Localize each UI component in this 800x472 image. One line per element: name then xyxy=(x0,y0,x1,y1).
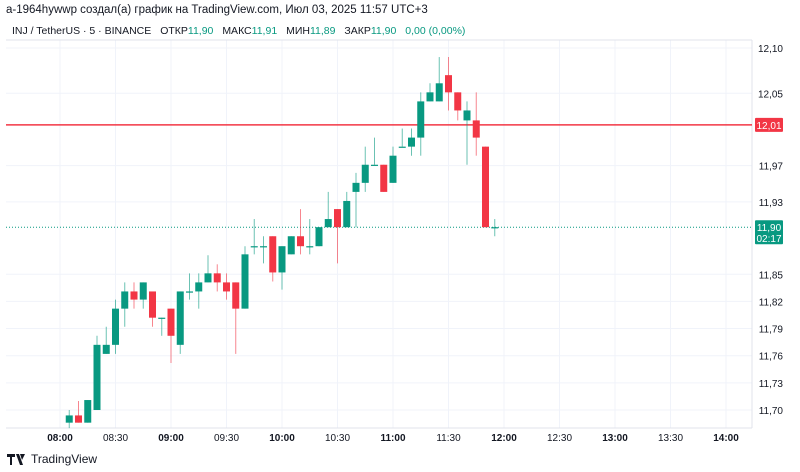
bar-countdown-label: 02:17 xyxy=(756,234,781,245)
candle-body xyxy=(93,344,101,410)
candle-body xyxy=(278,246,286,273)
price-tick-label: 11,70 xyxy=(759,406,784,417)
time-tick-label: 12:30 xyxy=(547,433,572,444)
candle-body xyxy=(297,236,304,247)
tradingview-logo: TradingView xyxy=(7,452,97,466)
high-value: 11,91 xyxy=(251,25,278,37)
price-tick-label: 12,05 xyxy=(758,89,783,100)
price-tick-label: 12,10 xyxy=(758,44,783,55)
candle-body xyxy=(287,236,295,255)
candle-body xyxy=(213,273,221,283)
time-tick-label: 13:30 xyxy=(658,433,683,444)
candle-body xyxy=(130,291,138,300)
candle-body xyxy=(139,282,147,300)
candle-body xyxy=(121,291,129,309)
candle-body xyxy=(389,155,397,183)
low-label: МИН xyxy=(286,25,310,37)
time-tick-label: 08:00 xyxy=(47,433,73,444)
candle-body xyxy=(426,92,434,102)
candle-body xyxy=(176,291,184,345)
candle-body xyxy=(260,246,267,248)
candle-body xyxy=(223,282,230,292)
last-price-badge xyxy=(755,220,783,245)
close-label: ЗАКР xyxy=(344,25,371,37)
price-tick-label: 11,73 xyxy=(759,379,784,390)
last-price-label: 11,90 xyxy=(757,223,782,234)
candle-body xyxy=(352,182,360,192)
horizontal-line-price-label: 12,01 xyxy=(756,121,781,132)
close-value: 11,90 xyxy=(370,25,397,37)
candle-body xyxy=(186,291,193,293)
candle-body xyxy=(306,246,314,248)
candle-body xyxy=(195,282,203,292)
candle-body xyxy=(463,110,471,121)
candle-body xyxy=(371,164,378,166)
brand-name: TradingView xyxy=(31,452,98,466)
candle-body xyxy=(241,254,249,309)
candle-body xyxy=(491,227,499,229)
price-tick-label: 11,97 xyxy=(759,162,784,173)
candle-body xyxy=(315,227,323,247)
change-value: 0,00 (0,00%) xyxy=(405,25,466,37)
candle-body xyxy=(269,236,277,273)
candle-body xyxy=(65,415,73,423)
candle-body xyxy=(204,273,212,283)
candle-body xyxy=(435,83,443,102)
candle-body xyxy=(250,246,258,248)
candlestick-chart[interactable]: 12,10 12,05 11,97 11,93 11,85 11,82 11,79 11,76… xyxy=(0,0,800,452)
candle-body xyxy=(398,146,406,148)
candle-body xyxy=(482,146,489,228)
candle-body xyxy=(417,101,425,138)
horizontal-line-price-badge xyxy=(755,117,783,132)
candle-body xyxy=(334,209,341,228)
candle-body xyxy=(445,75,452,93)
candle-body xyxy=(112,308,119,345)
symbol-legend: INJ / TetherUS · 5 · BINANCE ОТКР11,90 М… xyxy=(12,25,465,37)
open-value: 11,90 xyxy=(187,25,214,37)
candle-body xyxy=(454,92,462,111)
price-tick-label: 11,93 xyxy=(759,198,784,209)
high-label: МАКС xyxy=(222,25,252,37)
price-tick-label: 11,79 xyxy=(759,325,784,336)
time-tick-label: 13:00 xyxy=(602,433,628,444)
candle-body xyxy=(324,219,332,228)
price-tick-label: 11,76 xyxy=(759,352,784,363)
candle-body xyxy=(232,282,240,309)
time-tick-label: 11:00 xyxy=(380,433,405,444)
candle-body xyxy=(158,317,166,319)
candle-body xyxy=(343,200,351,228)
open-label: ОТКР xyxy=(160,25,188,37)
time-tick-label: 10:30 xyxy=(325,433,350,444)
time-tick-label: 14:00 xyxy=(713,433,739,444)
tradingview-logo-icon xyxy=(7,453,25,465)
time-tick-label: 08:30 xyxy=(103,433,128,444)
time-tick-label: 09:30 xyxy=(214,433,239,444)
candle-body xyxy=(149,291,156,318)
candle-body xyxy=(84,400,92,423)
low-value: 11,89 xyxy=(309,25,336,37)
candle-body xyxy=(472,120,480,138)
candle-body xyxy=(167,308,175,336)
candle-body xyxy=(75,415,82,423)
time-tick-label: 10:00 xyxy=(269,433,295,444)
price-tick-label: 11,82 xyxy=(759,297,784,308)
price-tick-label: 11,85 xyxy=(759,270,784,281)
time-tick-label: 12:00 xyxy=(491,433,517,444)
time-tick-label: 09:00 xyxy=(158,433,184,444)
candle-body xyxy=(408,137,415,147)
chart-title: a-1964hywwp создал(а) график на TradingV… xyxy=(6,4,428,16)
symbol-name[interactable]: INJ / TetherUS · 5 · BINANCE xyxy=(12,25,152,37)
candle-body xyxy=(361,164,369,183)
candle-body xyxy=(102,344,110,354)
candle-body xyxy=(380,164,388,192)
time-tick-label: 11:30 xyxy=(436,433,461,444)
